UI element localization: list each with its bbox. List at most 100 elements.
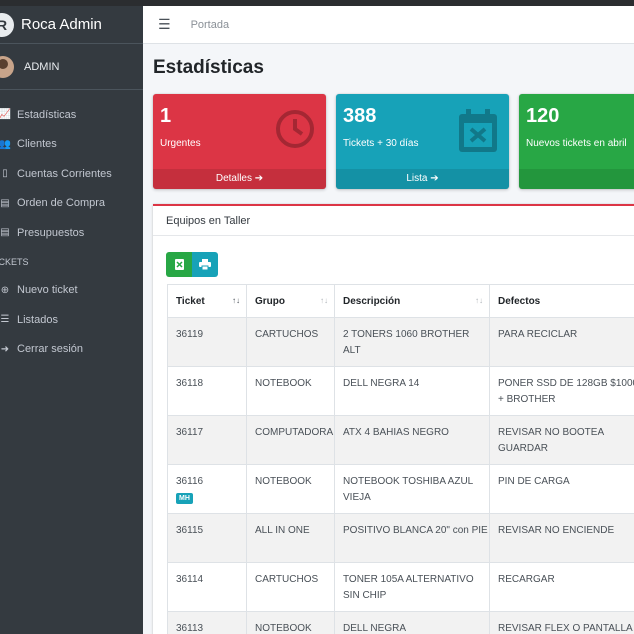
brand-name: Roca Admin <box>21 16 102 33</box>
details-label: Detalles <box>215 173 252 184</box>
cell-descripcion: ATX 4 BAHIAS NEGRO <box>334 415 490 465</box>
table-row[interactable]: 36113 NOTEBOOK DELL NEGRA REVISAR FLEX O… <box>167 611 634 634</box>
column-label: Ticket <box>176 295 205 307</box>
stat-boxes: 1 Urgentes Detalles ➔ 388 Tickets + 30 d… <box>153 94 634 189</box>
cell-ticket: 36117 <box>167 415 247 465</box>
table-row[interactable]: 36116 MH NOTEBOOK NOTEBOOK TOSHIBA AZUL V… <box>167 464 634 514</box>
sidebar-item-label: Cerrar sesión <box>17 343 84 356</box>
cell-defectos: PONER SSD DE 128GB $10000 + BROTHER <box>489 366 634 416</box>
stat-value: 388 <box>343 105 377 127</box>
table-row[interactable]: 36115 ALL IN ONE POSITIVO BLANCA 20" con… <box>167 513 634 563</box>
sidebar-section-tickets: ICKETS <box>0 256 29 267</box>
sidebar-item-label: Estadísticas <box>17 108 77 121</box>
stat-box-urgentes: 1 Urgentes Detalles ➔ <box>153 94 326 189</box>
sidebar-item-orden-de-compra[interactable]: ▤ Orden de Compra <box>0 189 143 219</box>
cell-defectos: REVISAR NO BOOTEA GUARDAR <box>489 415 634 465</box>
column-label: Descripción <box>343 295 401 307</box>
sidebar-item-listados[interactable]: ☰ Listados <box>0 305 143 335</box>
main-content: ☰ Portada Estadísticas 1 Urgentes Detall… <box>143 6 634 634</box>
top-navbar: ☰ Portada <box>143 6 634 44</box>
list-label: Lista <box>406 173 428 184</box>
cell-ticket: 36119 <box>167 317 247 367</box>
cell-defectos: REVISAR FLEX O PANTALLA <box>489 611 634 634</box>
sidebar-item-label: Cuentas Corrientes <box>17 167 112 180</box>
column-label: Grupo <box>255 295 285 307</box>
stat-label: Nuevos tickets en abril <box>526 138 627 149</box>
cell-descripcion: POSITIVO BLANCA 20" con PIE <box>334 513 490 563</box>
sidebar-item-cuentas-corrientes[interactable]: ▯ Cuentas Corrientes <box>0 159 143 189</box>
sidebar-item-cerrar-sesion[interactable]: ➜ Cerrar sesión <box>0 335 143 365</box>
cell-ticket: 36118 <box>167 366 247 416</box>
cell-descripcion: DELL NEGRA <box>334 611 490 634</box>
cell-defectos: RECARGAR <box>489 562 634 612</box>
users-icon: 👥 <box>0 138 12 150</box>
cell-ticket: 36114 <box>167 562 247 612</box>
status-badge: MH <box>176 493 193 504</box>
file-excel-icon <box>174 259 184 270</box>
table-row[interactable]: 36119 CARTUCHOS 2 TONERS 1060 BROTHER AL… <box>167 317 634 367</box>
sidebar-item-nuevo-ticket[interactable]: ⊕ Nuevo ticket <box>0 276 143 306</box>
column-header-ticket[interactable]: Ticket ↑↓ <box>167 284 247 318</box>
export-buttons <box>166 252 218 277</box>
arrow-circle-right-icon: ➔ <box>254 173 264 184</box>
cell-grupo: CARTUCHOS <box>246 317 335 367</box>
column-header-grupo[interactable]: Grupo ↑↓ <box>246 284 335 318</box>
cell-defectos: REVISAR NO ENCIENDE <box>489 513 634 563</box>
sort-icon: ↑↓ <box>475 296 483 305</box>
workshop-card: Equipos en Taller Ticket ↑↓ Grupo ↑↓ Descr… <box>153 204 634 634</box>
sidebar-item-presupuestos[interactable]: ▤ Presupuestos <box>0 218 143 248</box>
clock-icon <box>276 110 314 148</box>
excel-export-button[interactable] <box>166 252 192 277</box>
cell-defectos: PARA RECICLAR <box>489 317 634 367</box>
table-row[interactable]: 36114 CARTUCHOS TONER 105A ALTERNATIVO S… <box>167 562 634 612</box>
list-link[interactable]: Lista ➔ <box>336 169 509 189</box>
cell-grupo: NOTEBOOK <box>246 464 335 514</box>
cell-grupo: COMPUTADORA <box>246 415 335 465</box>
sidebar-item-label: Listados <box>17 313 58 326</box>
plus-circle-icon: ⊕ <box>0 284 10 296</box>
hamburger-menu-icon[interactable]: ☰ <box>158 16 171 32</box>
sidebar-item-label: Clientes <box>17 138 57 151</box>
breadcrumb[interactable]: Portada <box>190 18 230 31</box>
column-label: Defectos <box>498 295 541 307</box>
sidebar: R Roca Admin ADMIN 📈 Estadísticas 👥 Clie… <box>0 6 143 634</box>
sidebar-item-label: Nuevo ticket <box>17 284 78 297</box>
stat-value: 120 <box>526 105 560 127</box>
cell-descripcion: 2 TONERS 1060 BROTHER ALT <box>334 317 490 367</box>
box-footer[interactable] <box>519 169 634 189</box>
calendar-x-icon <box>459 109 497 152</box>
file-text-icon: ▤ <box>0 227 10 239</box>
sidebar-item-clientes[interactable]: 👥 Clientes <box>0 130 143 160</box>
stat-label: Tickets + 30 días <box>343 138 419 149</box>
file-icon: ▯ <box>2 168 8 180</box>
cell-grupo: NOTEBOOK <box>246 611 335 634</box>
page-title: Estadísticas <box>153 57 264 78</box>
user-panel[interactable]: ADMIN <box>0 44 143 90</box>
brand-link[interactable]: R Roca Admin <box>0 6 143 44</box>
sidebar-item-estadisticas[interactable]: 📈 Estadísticas <box>0 100 143 130</box>
column-header-defectos[interactable]: Defectos <box>489 284 634 318</box>
cell-ticket: 36115 <box>167 513 247 563</box>
stat-label: Urgentes <box>160 138 201 149</box>
cell-ticket: 36116 MH <box>167 464 247 514</box>
table-header-row: Ticket ↑↓ Grupo ↑↓ Descripción ↑↓ Defectos <box>167 284 634 318</box>
column-header-descripcion[interactable]: Descripción ↑↓ <box>334 284 490 318</box>
table-row[interactable]: 36118 NOTEBOOK DELL NEGRA 14 PONER SSD D… <box>167 366 634 416</box>
window-top-strip <box>0 0 634 6</box>
table-row[interactable]: 36117 COMPUTADORA ATX 4 BAHIAS NEGRO REV… <box>167 415 634 465</box>
stat-value: 1 <box>160 105 172 127</box>
user-name: ADMIN <box>24 60 60 73</box>
list-icon: ☰ <box>0 314 10 326</box>
cell-descripcion: DELL NEGRA 14 <box>334 366 490 416</box>
cell-grupo: ALL IN ONE <box>246 513 335 563</box>
details-link[interactable]: Detalles ➔ <box>153 169 326 189</box>
sidebar-item-label: Presupuestos <box>17 226 85 239</box>
print-icon <box>199 259 211 270</box>
cell-defectos: PIN DE CARGA <box>489 464 634 514</box>
sidebar-item-label: Orden de Compra <box>17 197 106 210</box>
stat-box-nuevos-tickets: 120 Nuevos tickets en abril <box>519 94 634 189</box>
print-button[interactable] <box>192 252 218 277</box>
ticket-number: 36116 <box>176 476 204 487</box>
sidebar-nav: 📈 Estadísticas 👥 Clientes ▯ Cuentas Corr… <box>0 90 143 364</box>
cell-ticket: 36113 <box>167 611 247 634</box>
